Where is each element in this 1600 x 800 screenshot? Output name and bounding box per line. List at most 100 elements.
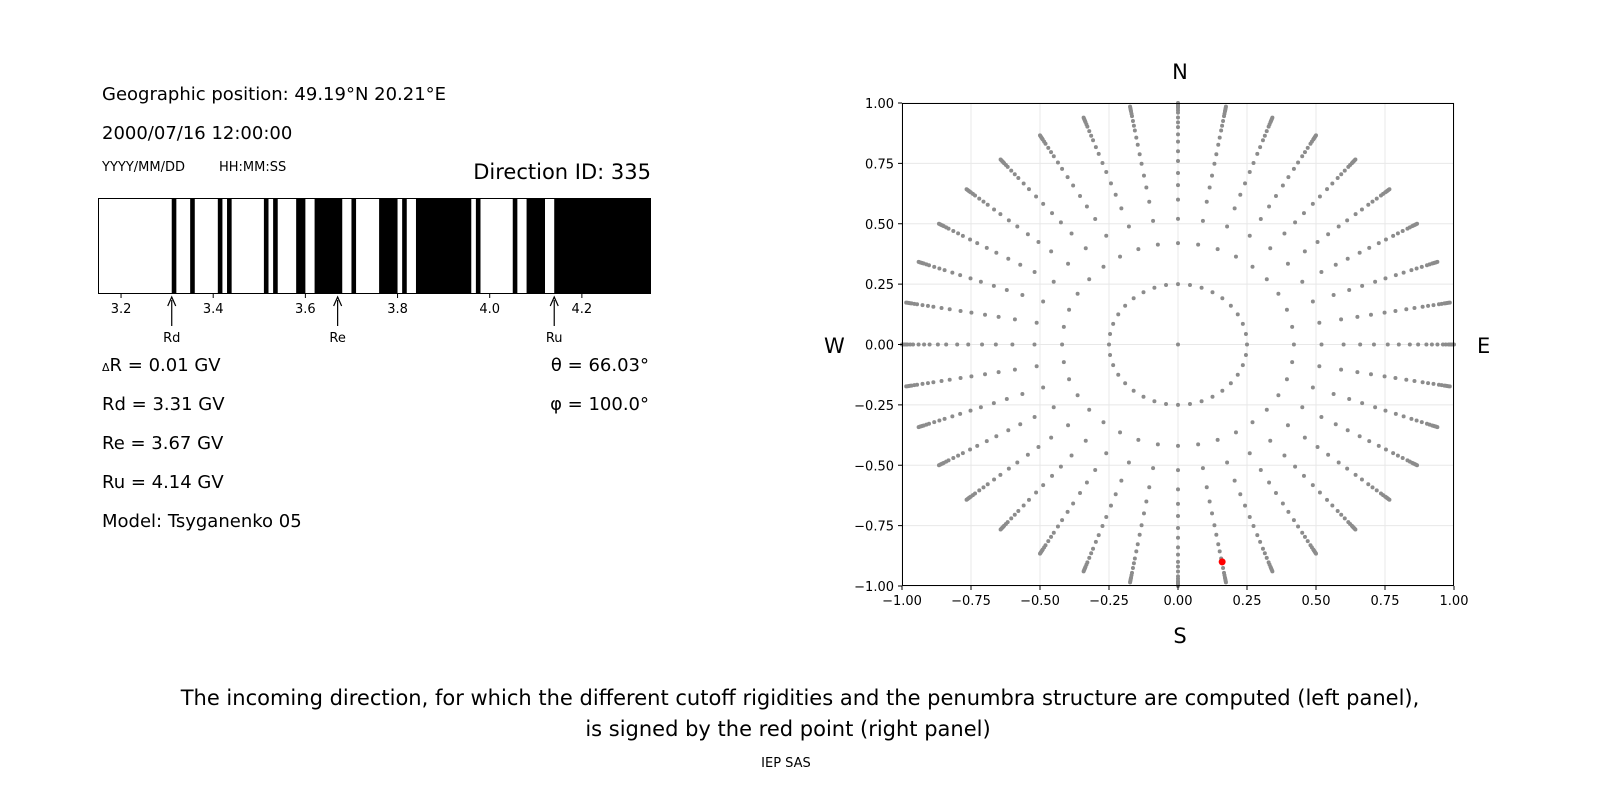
grid-point — [964, 187, 969, 192]
grid-point — [1339, 172, 1344, 177]
grid-point — [978, 279, 983, 284]
compass-west: W — [824, 334, 845, 358]
grid-point — [931, 304, 936, 309]
grid-point — [996, 370, 1001, 375]
forbidden-band — [296, 198, 306, 294]
grid-point — [1032, 270, 1037, 275]
forbidden-band — [415, 198, 472, 294]
grid-point — [1111, 363, 1116, 368]
grid-point — [1317, 490, 1322, 495]
grid-point — [1342, 516, 1347, 521]
grid-point — [1317, 194, 1322, 199]
grid-point — [1041, 483, 1046, 488]
grid-point — [1187, 401, 1192, 406]
grid-point — [1130, 118, 1135, 123]
grid-point — [1374, 196, 1379, 201]
x-tick-label: −0.75 — [951, 594, 991, 609]
grid-point — [1223, 580, 1228, 585]
grid-point — [1382, 374, 1387, 379]
grid-point — [1066, 423, 1071, 428]
x-tick-label: −1.00 — [882, 594, 922, 609]
forbidden-band — [227, 198, 232, 294]
grid-point — [1360, 401, 1365, 406]
grid-point — [1419, 420, 1424, 425]
grid-point — [1006, 218, 1011, 223]
x-tick-label: 3.6 — [295, 302, 316, 317]
grid-point — [1196, 442, 1201, 447]
grid-point — [1250, 420, 1255, 425]
grid-point — [1387, 187, 1392, 192]
grid-point — [1217, 549, 1222, 554]
grid-point — [1176, 513, 1180, 518]
compass-north: N — [1172, 60, 1188, 84]
grid-point — [932, 264, 937, 269]
grid-point — [1020, 392, 1025, 397]
grid-point — [980, 342, 985, 347]
grid-point — [1407, 342, 1412, 347]
grid-point — [1176, 132, 1180, 137]
theta-value: θ = 66.03° — [550, 355, 649, 376]
grid-point — [1199, 399, 1204, 404]
forbidden-band — [273, 198, 278, 294]
grid-point — [1151, 466, 1156, 471]
grid-point — [1245, 342, 1249, 347]
grid-point — [1247, 170, 1252, 175]
grid-point — [1012, 172, 1017, 177]
grid-point — [1152, 285, 1157, 290]
grid-point — [1176, 171, 1180, 176]
grid-point — [1326, 232, 1331, 237]
grid-point — [1012, 367, 1017, 372]
grid-point — [1083, 246, 1088, 251]
grid-point — [1093, 217, 1098, 222]
grid-point — [1250, 264, 1255, 269]
grid-point — [1204, 485, 1209, 490]
grid-point — [1273, 490, 1278, 495]
grid-point — [993, 342, 998, 347]
grid-point — [1373, 405, 1378, 410]
grid-point — [991, 401, 996, 406]
grid-point — [1176, 501, 1180, 506]
marker-label-re: Re — [329, 331, 345, 346]
grid-point — [1429, 342, 1434, 347]
grid-point — [1240, 321, 1245, 326]
grid-point — [1409, 268, 1414, 273]
grid-point — [1276, 393, 1281, 398]
grid-point — [1176, 535, 1180, 540]
forbidden-band — [402, 198, 407, 294]
grid-point — [1010, 342, 1015, 347]
grid-point — [1255, 533, 1260, 538]
grid-point — [1404, 307, 1409, 312]
grid-point — [1262, 551, 1267, 556]
grid-point — [1243, 503, 1248, 508]
grid-point — [983, 312, 988, 317]
grid-point — [1128, 580, 1133, 585]
grid-point — [1176, 216, 1180, 221]
grid-point — [1131, 123, 1136, 128]
grid-point — [1032, 342, 1037, 347]
grid-point — [1087, 277, 1092, 282]
grid-point — [1141, 173, 1146, 178]
y-tick-label: −0.75 — [854, 520, 894, 535]
grid-point — [1251, 524, 1256, 529]
grid-point — [1317, 320, 1322, 325]
grid-point — [1447, 384, 1452, 389]
grid-point — [1264, 407, 1269, 412]
grid-point — [1126, 460, 1131, 465]
grid-point — [1084, 204, 1089, 209]
grid-point — [998, 212, 1003, 217]
time-format-label: HH:MM:SS — [219, 160, 287, 175]
grid-point — [1310, 299, 1315, 304]
forbidden-band — [171, 198, 177, 294]
grid-point — [981, 199, 986, 204]
grid-point — [1319, 414, 1324, 419]
grid-point — [1131, 388, 1136, 393]
grid-point — [1400, 456, 1405, 461]
grid-point — [1393, 273, 1398, 278]
grid-point — [1101, 264, 1106, 269]
grid-point — [1240, 363, 1245, 368]
grid-point — [1144, 499, 1149, 504]
grid-point — [1291, 518, 1296, 523]
grid-point — [937, 418, 942, 423]
grid-point — [1416, 342, 1421, 347]
grid-point — [1123, 303, 1128, 308]
